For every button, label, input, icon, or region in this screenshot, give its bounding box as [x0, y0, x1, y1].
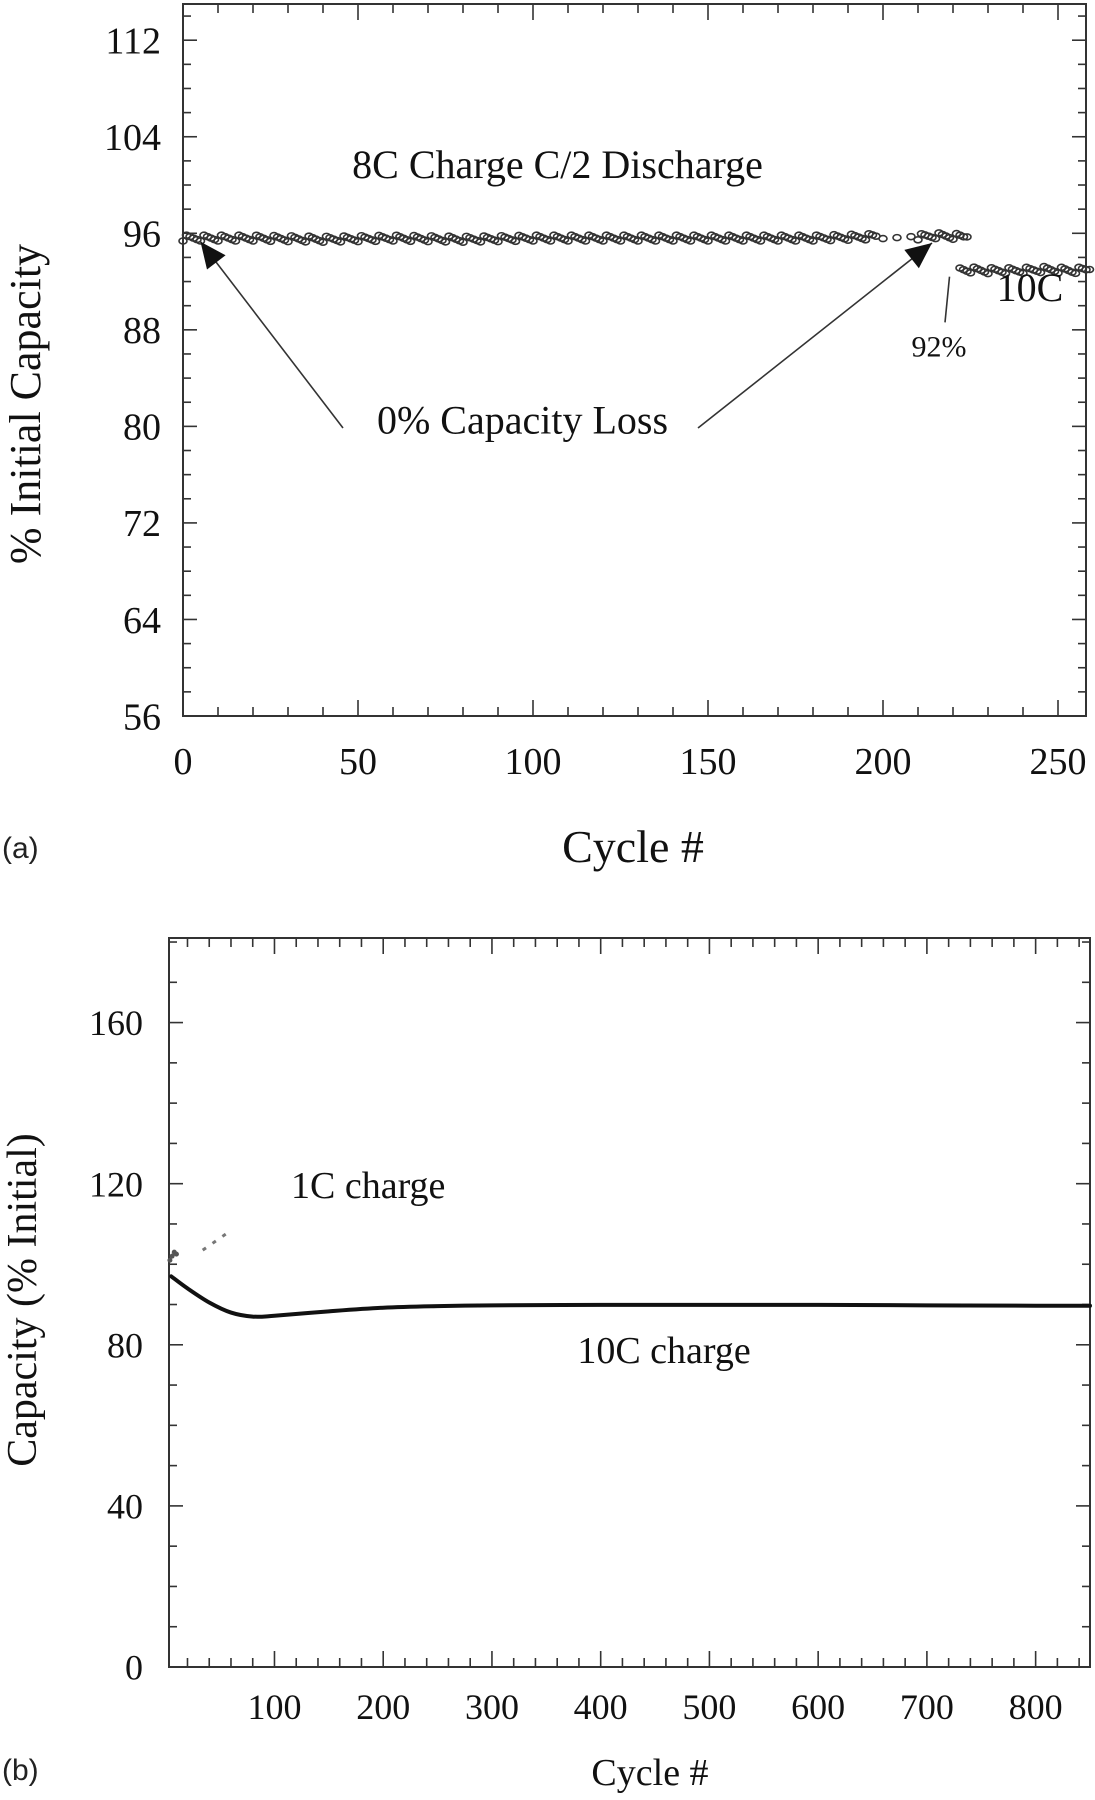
x-axis-ticks: [186, 938, 1080, 1667]
arrow-head-icon: [904, 242, 932, 269]
series-1c-charge: [167, 1249, 179, 1263]
annotation-capacity-loss: 0% Capacity Loss: [377, 398, 668, 443]
y-tick-label: 112: [105, 21, 161, 63]
x-tick-label: 800: [1009, 1687, 1063, 1727]
leader-line: [944, 276, 951, 323]
x-tick-label: 400: [574, 1687, 628, 1727]
y-tick-label: 80: [123, 407, 161, 449]
annotations: 8C Charge C/2 Discharge 0% Capacity Loss 9…: [199, 142, 1064, 443]
y-tick-label: 120: [89, 1164, 143, 1204]
y-tick-label: 88: [123, 310, 161, 352]
y-tick-label: 56: [123, 696, 161, 738]
x-tick-label: 300: [465, 1687, 519, 1727]
leader-line-dashed: [201, 1230, 230, 1252]
x-axis-title: Cycle #: [591, 1752, 708, 1794]
plot-frame: [182, 3, 1087, 717]
y-tick-label: 40: [107, 1486, 143, 1526]
y-axis-title: % Initial Capacity: [1, 244, 50, 564]
y-tick-label: 72: [123, 503, 161, 545]
annotation-92-percent: 92%: [912, 330, 967, 363]
series-8c-charge-markers: [178, 229, 972, 247]
plot-frame: [168, 937, 1091, 1668]
x-tick-label: 150: [680, 741, 737, 783]
y-tick-label: 0: [125, 1648, 143, 1688]
series-10c-markers: [955, 262, 1095, 278]
panel-a-label: (a): [2, 832, 39, 865]
y-axis-ticks: [183, 15, 1086, 693]
annotation-8c-charge: 8C Charge C/2 Discharge: [352, 142, 763, 187]
y-tick-labels: 56 64 72 80 88 96 104 112: [104, 21, 161, 739]
annotation-10c: 10C: [997, 265, 1064, 310]
y-axis-title: Capacity (% Initial): [0, 1133, 46, 1467]
x-tick-label: 100: [247, 1687, 301, 1727]
x-tick-label: 500: [682, 1687, 736, 1727]
annotation-10c-charge: 10C charge: [577, 1330, 750, 1372]
x-tick-label: 50: [339, 741, 377, 783]
y-tick-label: 80: [107, 1325, 143, 1365]
panel-a-chart: 0 50 100 150 200 250 56 64 72 80 88 96 104 112 Cycle #…: [1, 3, 1095, 872]
y-tick-label: 64: [123, 600, 161, 642]
x-tick-label: 0: [174, 741, 193, 783]
arrow-line: [697, 242, 933, 429]
y-axis-ticks: [169, 941, 1090, 1628]
x-tick-label: 700: [900, 1687, 954, 1727]
y-tick-label: 96: [123, 214, 161, 256]
y-tick-label: 160: [89, 1003, 143, 1043]
x-axis-title: Cycle #: [562, 821, 704, 872]
x-tick-label: 600: [791, 1687, 845, 1727]
x-tick-labels: 0 50 100 150 200 250: [174, 741, 1087, 783]
arrow-head-icon: [200, 241, 226, 270]
series-10c-charge-line: [169, 1274, 1092, 1319]
annotation-1c-charge: 1C charge: [291, 1165, 445, 1207]
panel-b-label: (b): [2, 1754, 39, 1787]
x-tick-label: 200: [855, 741, 912, 783]
y-tick-label: 104: [104, 117, 161, 159]
x-tick-label: 100: [505, 741, 562, 783]
panel-b-chart: 100 200 300 400 500 600 700 800 0 40 80 120 160 Cycle…: [0, 937, 1092, 1794]
x-tick-label: 250: [1030, 741, 1087, 783]
x-tick-labels: 100 200 300 400 500 600 700 800: [247, 1687, 1062, 1727]
x-axis-ticks: [217, 4, 1059, 716]
y-tick-labels: 0 40 80 120 160: [89, 1003, 143, 1687]
x-tick-label: 200: [356, 1687, 410, 1727]
arrow-line: [199, 241, 344, 429]
annotations: 1C charge 10C charge: [201, 1165, 751, 1372]
